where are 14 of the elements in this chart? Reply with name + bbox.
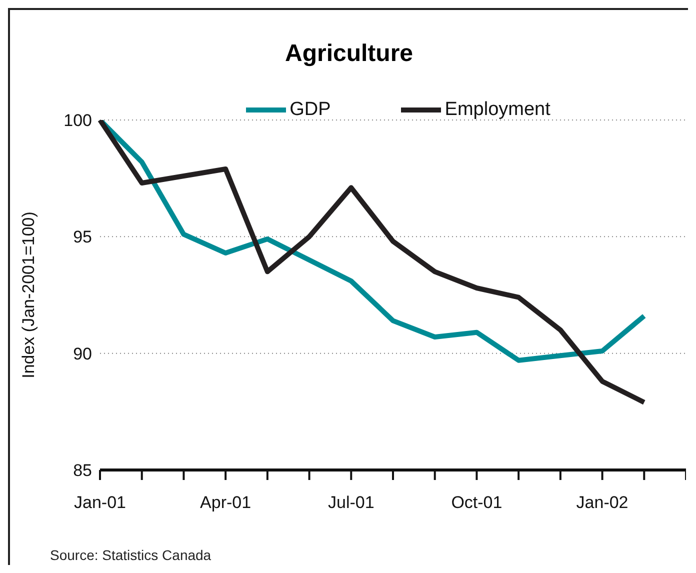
chart-title: Agriculture: [284, 40, 414, 68]
y-axis-title: Index (Jan-2001=100): [19, 212, 38, 378]
source-note: Source: Statistics Canada: [50, 547, 212, 563]
x-tick-label: Jan-01: [74, 493, 126, 512]
legend-label: GDP: [290, 99, 331, 120]
x-tick-label: Oct-01: [451, 493, 502, 512]
legend-label: Employment: [444, 99, 550, 120]
x-tick-label: Apr-01: [200, 493, 252, 512]
x-tick-label: Jan-02: [576, 493, 628, 512]
y-tick-label: 85: [73, 461, 92, 480]
y-tick-label: 95: [73, 228, 92, 247]
x-tick-label: Jul-01: [328, 493, 374, 512]
y-tick-label: 100: [64, 111, 92, 130]
y-tick-label: 90: [73, 344, 92, 364]
